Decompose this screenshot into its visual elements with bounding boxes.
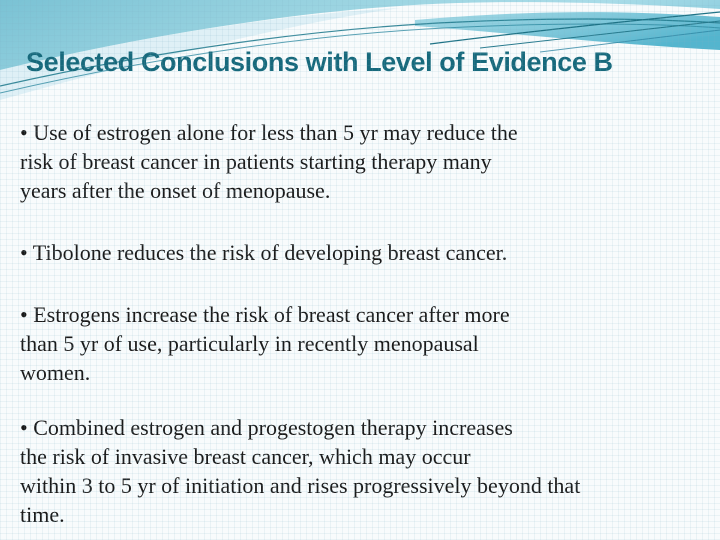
wave-main-field [0,0,720,70]
bullet-paragraph: • Combined estrogen and progestogen ther… [20,415,581,527]
slide-body: • Use of estrogen alone for less than 5 … [20,118,714,540]
bullet-paragraph: • Tibolone reduces the risk of developin… [20,240,508,265]
wave-soft-wedge [0,8,400,100]
wave-diagonal-line [539,29,720,53]
bullet-paragraph: • Use of estrogen alone for less than 5 … [20,120,518,203]
wave-right-band [415,12,720,50]
bullet-paragraph: • Estrogens increase the risk of breast … [20,302,510,385]
slide-title: Selected Conclusions with Level of Evide… [26,47,613,77]
wave-diagonal-line [429,11,720,45]
header-wave-art [0,0,720,100]
wave-accent-line [0,23,720,94]
